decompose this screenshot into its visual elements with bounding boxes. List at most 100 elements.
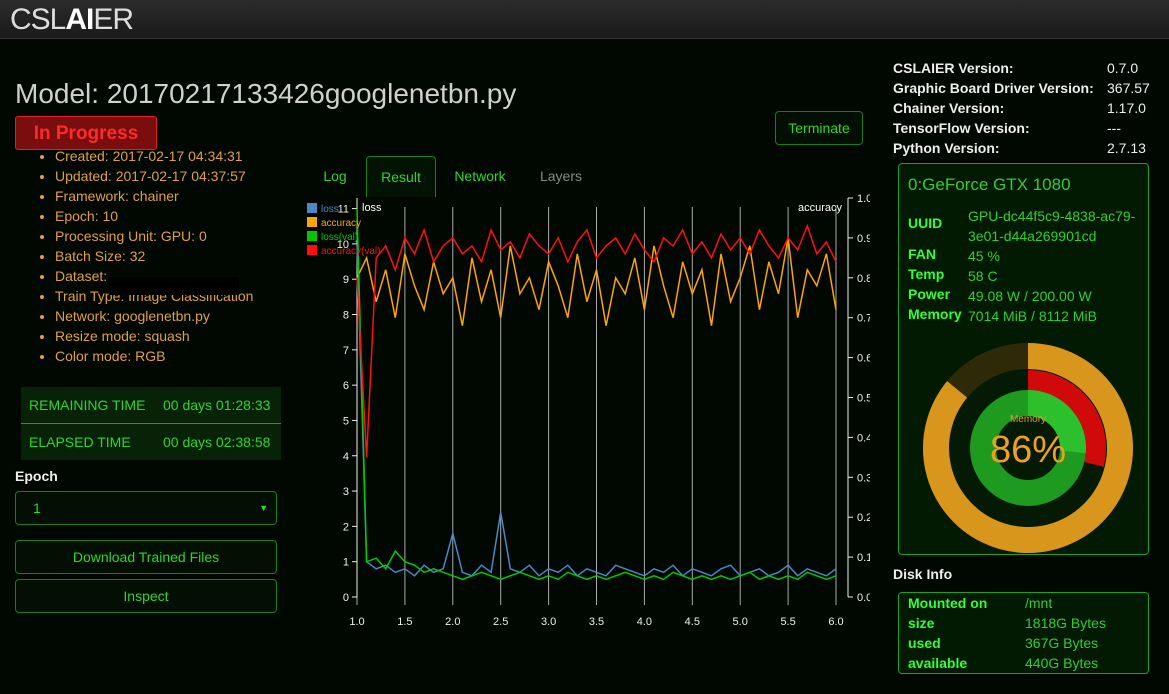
version-value: 1.17.0: [1107, 100, 1146, 116]
series-line: [356, 243, 837, 577]
logo-text: ER: [93, 3, 134, 36]
y-tick-label: 8: [343, 310, 349, 322]
action-button[interactable]: Inspect: [15, 579, 277, 613]
y-tick-label: 4: [343, 451, 349, 463]
disk-label: Mounted on: [908, 595, 988, 611]
y2-tick-label: 0.3: [857, 472, 870, 484]
info-item: Color mode: RGB: [55, 346, 253, 366]
tab[interactable]: Log: [323, 168, 347, 184]
logo-text-bold: AI: [65, 3, 94, 36]
gpu-row-label: UUID: [908, 215, 943, 231]
version-label: Graphic Board Driver Version:: [893, 80, 1094, 96]
disk-card: Mounted on/mnt size 1818G Bytes used 367G By…: [898, 592, 1149, 674]
dropdown-arrow: ▼: [259, 503, 268, 513]
y-tick-label: 10: [337, 239, 349, 251]
redacted-dataset: [109, 277, 239, 295]
epoch-select[interactable]: 1 ▼: [15, 491, 277, 525]
y2-tick-label: 0.6: [857, 353, 870, 365]
y-axis-label: loss: [362, 202, 382, 214]
version-label: CSLAIER Version:: [893, 60, 1014, 76]
model-info-list: Created: 2017-02-17 04:34:31Updated: 201…: [15, 146, 253, 366]
top-bar: CSLAIER: [0, 0, 1169, 39]
logo-text: CSL: [10, 3, 66, 36]
model-title: Model: 20170217133426googlenetbn.py: [15, 78, 517, 109]
timer-value: 00 days 02:38:58: [163, 434, 271, 450]
version-value: 0.7.0: [1107, 60, 1139, 76]
y2-tick-label: 0.1: [857, 552, 870, 564]
y-tick-label: 3: [343, 486, 349, 498]
x-tick-label: 5.0: [733, 616, 748, 628]
legend-swatch: [307, 245, 317, 255]
info-item: Epoch: 10: [55, 206, 253, 226]
y2-tick-label: 0.5: [857, 393, 870, 405]
gpu-row-value: 58 C: [968, 268, 998, 284]
action-button[interactable]: Download Trained Files: [15, 540, 277, 574]
info-item: Batch Size: 32: [55, 246, 253, 266]
y-tick-label: 9: [343, 274, 349, 286]
y-tick-label: 1: [343, 557, 349, 569]
version-label: Python Version:: [893, 140, 1000, 156]
logo[interactable]: CSLAIER: [10, 3, 134, 37]
legend-swatch: [307, 203, 317, 213]
timer-label: ELAPSED TIME: [29, 434, 131, 450]
gpu-row-label: Temp: [908, 266, 945, 282]
gpu-row-label: Memory: [908, 306, 962, 322]
gauge-label: Memory: [1010, 414, 1046, 425]
gpu-row-label: Power: [908, 286, 951, 302]
disk-label: used: [908, 635, 941, 651]
tab[interactable]: Network: [454, 168, 506, 184]
legend-label: accuracy: [321, 218, 361, 229]
gpu-row-value: 49.08 W / 200.00 W: [968, 288, 1092, 304]
gauge-green-highlight: [1027, 390, 1086, 454]
info-item: Resize mode: squash: [55, 326, 253, 346]
disk-label: available: [908, 655, 968, 671]
info-item: Updated: 2017-02-17 04:37:57: [55, 166, 253, 186]
series-line: [356, 223, 837, 458]
timer-divider: [21, 423, 281, 424]
timer-box: REMAINING TIME 00 days 01:28:33 ELAPSED TI…: [21, 387, 281, 460]
info-item: Created: 2017-02-17 04:34:31: [55, 146, 253, 166]
y-tick-label: 11: [338, 204, 349, 216]
x-tick-label: 4.0: [637, 616, 652, 628]
terminate-button[interactable]: Terminate: [775, 111, 863, 145]
info-item: Processing Unit: GPU: 0: [55, 226, 253, 246]
x-tick-label: 3.5: [589, 616, 604, 628]
y-tick-label: 7: [343, 345, 349, 357]
gpu-row-value: GPU-dc44f5c9-4838-ac79-3e01-d44a269901cd: [968, 208, 1136, 244]
gauge-arc: [923, 343, 1133, 553]
x-tick-label: 2.0: [445, 616, 460, 628]
tab[interactable]: Result: [366, 156, 436, 197]
info-item: Dataset:: [55, 266, 253, 286]
x-tick-label: 3.0: [541, 616, 556, 628]
y2-tick-label: 0.0: [857, 592, 870, 604]
tab[interactable]: Layers: [539, 168, 583, 184]
x-tick-label: 6.0: [828, 616, 843, 628]
memory-gauge: Memory 86%: [923, 343, 1133, 553]
series-line: [356, 237, 837, 326]
timer-value: 00 days 01:28:33: [163, 397, 271, 413]
gpu-row-label: FAN: [908, 246, 936, 262]
disk-value: /mnt: [1025, 595, 1053, 611]
y-tick-label: 5: [343, 415, 349, 427]
y2-axis-label: accuracy: [798, 202, 843, 214]
gauge-value: 86%: [990, 429, 1066, 471]
version-value: ---: [1107, 120, 1121, 136]
gauge-red-arc: [1027, 370, 1106, 467]
y-tick-label: 0: [343, 592, 349, 604]
chart: 1.0 1.5 2.0 2.5 3.0 3.5 4.0 4.5 5.0 5.5 6.0 0 1 2 3 4 5 6…: [307, 193, 870, 628]
legend-swatch: [307, 231, 317, 241]
legend-swatch: [307, 217, 317, 227]
disk-value: 1818G Bytes: [1025, 615, 1106, 631]
x-tick-label: 1.0: [349, 616, 364, 628]
disk-label: size: [908, 615, 935, 631]
disk-value: 440G Bytes: [1025, 655, 1099, 671]
y2-tick-label: 0.8: [857, 273, 870, 285]
disk-title: Disk Info: [893, 566, 953, 582]
y-tick-label: 2: [343, 521, 349, 533]
status-badge: In Progress: [15, 116, 157, 150]
y2-tick-label: 0.9: [857, 233, 870, 245]
legend-label: loss(val): [321, 232, 358, 243]
gpu-title: 0:GeForce GTX 1080: [908, 175, 1071, 194]
timer-label: REMAINING TIME: [29, 397, 146, 413]
info-item: Network: googlenetbn.py: [55, 306, 253, 326]
